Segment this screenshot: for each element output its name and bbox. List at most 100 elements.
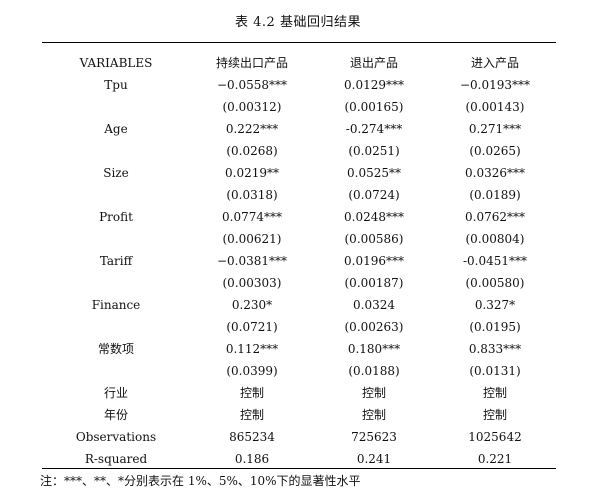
value-cell: −0.0381*** <box>216 254 288 268</box>
row-label-cell <box>42 272 190 294</box>
value-cell: (0.00586) <box>344 232 404 246</box>
table-row: (0.0268) (0.0251) (0.0265) <box>42 140 556 162</box>
value-cell: 0.0525** <box>347 166 401 180</box>
row-label-cell: Tpu <box>104 78 128 92</box>
value-cell: (0.0724) <box>348 188 400 202</box>
value-cell: (0.00580) <box>465 276 525 290</box>
value-cell: 0.241 <box>356 452 392 466</box>
value-cell: 0.186 <box>234 452 270 466</box>
value-cell: 控制 <box>361 408 386 422</box>
value-cell: (0.0131) <box>469 364 521 378</box>
header-exit-products: 退出产品 <box>349 56 398 70</box>
table-header-row: VARIABLES 持续出口产品 退出产品 进入产品 <box>42 52 556 74</box>
row-label-cell <box>42 140 190 162</box>
table-row: (0.0318) (0.0724) (0.0189) <box>42 184 556 206</box>
value-cell: (0.0399) <box>226 364 278 378</box>
header-variables: VARIABLES <box>79 56 153 70</box>
value-cell: 0.0324 <box>353 298 395 312</box>
table-bottom-rule <box>42 468 556 469</box>
value-cell: 0.222*** <box>225 122 279 136</box>
value-cell: 0.0248*** <box>344 210 404 224</box>
value-cell: 0.0326*** <box>465 166 525 180</box>
value-cell: 0.221 <box>477 452 513 466</box>
table-row: (0.0399) (0.0188) (0.0131) <box>42 360 556 382</box>
value-cell: −0.0193*** <box>459 78 531 92</box>
value-cell: 0.0774*** <box>222 210 282 224</box>
table-row: 常数项 0.112*** 0.180*** 0.833*** <box>42 338 556 360</box>
row-label-cell: Size <box>103 166 129 180</box>
header-entry-products: 进入产品 <box>470 56 519 70</box>
value-cell: (0.00804) <box>465 232 525 246</box>
row-label-cell: Tariff <box>99 254 133 268</box>
value-cell: (0.00621) <box>222 232 282 246</box>
value-cell: 0.0219** <box>225 166 279 180</box>
row-label-cell <box>42 316 190 338</box>
table-top-rule <box>42 42 556 43</box>
value-cell: 控制 <box>239 408 264 422</box>
value-cell: 0.112*** <box>225 342 279 356</box>
value-cell: 控制 <box>482 408 507 422</box>
row-label-cell <box>42 96 190 118</box>
value-cell: (0.0268) <box>226 144 278 158</box>
value-cell: 0.0196*** <box>344 254 404 268</box>
row-label-cell: Age <box>104 122 128 136</box>
table-row: 行业 控制 控制 控制 <box>42 382 556 404</box>
table-row: (0.0721) (0.00263) (0.0195) <box>42 316 556 338</box>
value-cell: 控制 <box>482 386 507 400</box>
row-label-cell <box>42 228 190 250</box>
table-row: Tariff −0.0381*** 0.0196*** -0.0451*** <box>42 250 556 272</box>
table-row: 年份 控制 控制 控制 <box>42 404 556 426</box>
value-cell: (0.00165) <box>344 100 404 114</box>
value-cell: (0.0251) <box>348 144 400 158</box>
table-note: 注：***、**、*分别表示在 1%、5%、10%下的显著性水平 <box>40 474 361 488</box>
value-cell: 0.833*** <box>468 342 522 356</box>
value-cell: 控制 <box>239 386 264 400</box>
value-cell: (0.0265) <box>469 144 521 158</box>
table-row: Tpu −0.0558*** 0.0129*** −0.0193*** <box>42 74 556 96</box>
table-row: (0.00312) (0.00165) (0.00143) <box>42 96 556 118</box>
row-label-cell: Profit <box>99 210 133 224</box>
value-cell: 0.0129*** <box>344 78 404 92</box>
table-row: Profit 0.0774*** 0.0248*** 0.0762*** <box>42 206 556 228</box>
value-cell: 0.327* <box>474 298 516 312</box>
value-cell: 控制 <box>361 386 386 400</box>
value-cell: (0.00263) <box>344 320 404 334</box>
table-row: (0.00621) (0.00586) (0.00804) <box>42 228 556 250</box>
value-cell: 725623 <box>351 430 397 444</box>
table-caption: 表 4.2 基础回归结果 <box>235 15 361 30</box>
value-cell: (0.00303) <box>222 276 282 290</box>
value-cell: (0.00312) <box>222 100 282 114</box>
row-label-cell: Finance <box>91 298 141 312</box>
value-cell: (0.0318) <box>226 188 278 202</box>
table-row: Size 0.0219** 0.0525** 0.0326*** <box>42 162 556 184</box>
table-row: Finance 0.230* 0.0324 0.327* <box>42 294 556 316</box>
value-cell: 0.0762*** <box>465 210 525 224</box>
row-label-cell <box>42 184 190 206</box>
row-label-cell: R-squared <box>84 452 148 466</box>
table-row: R-squared 0.186 0.241 0.221 <box>42 448 556 470</box>
regression-table: VARIABLES 持续出口产品 退出产品 进入产品 Tpu −0.0558***… <box>42 52 556 470</box>
value-cell: (0.0188) <box>348 364 400 378</box>
value-cell: −0.0558*** <box>216 78 288 92</box>
value-cell: 0.180*** <box>347 342 401 356</box>
row-label-cell: 常数项 <box>97 342 134 356</box>
table-body: Tpu −0.0558*** 0.0129*** −0.0193*** (0.00312… <box>42 74 556 470</box>
value-cell: (0.00143) <box>465 100 525 114</box>
row-label-cell: 年份 <box>103 408 128 422</box>
value-cell: (0.0721) <box>226 320 278 334</box>
row-label-cell: Observations <box>75 430 157 444</box>
value-cell: (0.0195) <box>469 320 521 334</box>
value-cell: 0.271*** <box>468 122 522 136</box>
value-cell: (0.0189) <box>469 188 521 202</box>
value-cell: 865234 <box>229 430 275 444</box>
table-row: Age 0.222*** -0.274*** 0.271*** <box>42 118 556 140</box>
value-cell: -0.274*** <box>345 122 403 136</box>
table-row: (0.00303) (0.00187) (0.00580) <box>42 272 556 294</box>
header-continuing-export: 持续出口产品 <box>215 56 288 70</box>
value-cell: -0.0451*** <box>462 254 528 268</box>
value-cell: 0.230* <box>231 298 273 312</box>
row-label-cell: 行业 <box>103 386 128 400</box>
table-row: Observations 865234 725623 1025642 <box>42 426 556 448</box>
value-cell: 1025642 <box>468 430 522 444</box>
value-cell: (0.00187) <box>344 276 404 290</box>
